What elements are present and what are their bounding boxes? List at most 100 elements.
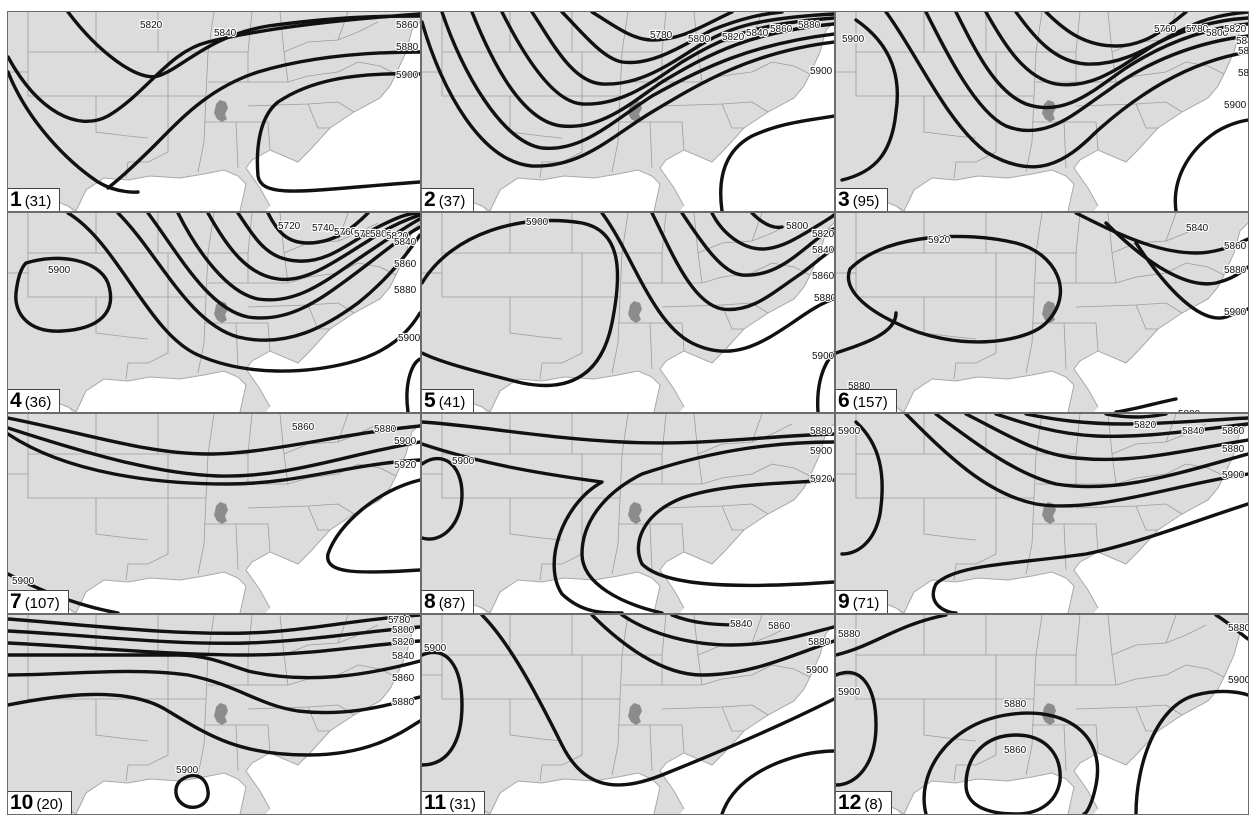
panel-count: (41) <box>438 394 466 411</box>
contour-value-label: 5860 <box>812 271 834 282</box>
height-contour-line <box>1134 689 1248 814</box>
map-panel-9: 5900 5820 5840 5860 5880 5900 9 (71) <box>835 413 1249 614</box>
panel-label: 3 (95) <box>836 188 889 211</box>
height-contour-line <box>8 669 420 715</box>
panel-count: (157) <box>852 394 888 411</box>
panel-count: (71) <box>852 595 880 612</box>
map-1: 5820 5840 5860 5880 5900 <box>8 12 420 211</box>
panel-number: 1 <box>10 188 22 211</box>
composite-map-grid: 5820 5840 5860 5880 5900 1 (31) 5780 5800 5820 5… <box>7 11 1249 815</box>
height-contour-line <box>560 12 784 65</box>
height-contour-line <box>710 213 834 251</box>
contour-value-label: 5920 <box>394 460 417 471</box>
contour-value-label: 5780 <box>388 615 411 626</box>
height-contour-line <box>922 711 1100 814</box>
panel-number: 7 <box>10 590 22 613</box>
panel-number: 10 <box>10 791 34 814</box>
height-contour-line <box>8 416 420 456</box>
contour-value-label: 5900 <box>1228 675 1248 686</box>
height-contour-line <box>255 72 420 193</box>
height-contour-line <box>836 670 878 787</box>
height-contour-line <box>590 615 834 677</box>
panel-number: 9 <box>838 590 850 613</box>
contour-value-label: 5800 <box>786 221 809 232</box>
contour-value-label: 5900 <box>398 333 420 344</box>
contour-value-label: 5880 <box>396 42 419 53</box>
contour-value-label: 5760 <box>334 227 357 238</box>
contour-value-label: 5900 <box>452 456 475 467</box>
height-contour-line <box>236 213 420 263</box>
contour-value-label: 5900 <box>806 665 829 676</box>
panel-number: 4 <box>10 389 22 412</box>
panel-label: 1 (31) <box>8 188 61 211</box>
contour-value-label: 5900 <box>1222 470 1245 481</box>
contour-value-label: 5920 <box>928 235 951 246</box>
contour-value-label: 5900 <box>48 265 71 276</box>
height-contour-line <box>884 12 1248 169</box>
panel-count: (87) <box>438 595 466 612</box>
height-contour-line <box>422 420 834 445</box>
panel-label: 5 (41) <box>422 389 475 412</box>
height-contour-line <box>954 12 1248 110</box>
contour-value-label: 5880 <box>1228 623 1248 634</box>
contour-value-label: 5840 <box>730 619 753 630</box>
panel-count: (20) <box>36 796 64 813</box>
panel-number: 5 <box>424 389 436 412</box>
map-8: 5900 5880 5900 5920 <box>422 414 834 613</box>
height-contour-line <box>1044 12 1188 48</box>
map-panel-4: 5900 5720 5740 5760 5780 5800 5820 5840 5860 5880… <box>7 212 421 413</box>
height-contour-line <box>422 442 624 613</box>
contour-value-label: 5820 <box>1134 420 1157 431</box>
height-contour-line <box>994 414 1248 438</box>
contour-value-label: 5860 <box>1238 46 1248 57</box>
panel-label: 8 (87) <box>422 590 475 613</box>
panel-count: (107) <box>24 595 60 612</box>
contour-value-label: 5880 <box>810 426 833 437</box>
map-2: 5780 5800 5820 5840 5860 5880 5900 <box>422 12 834 211</box>
height-contour-line <box>8 426 420 478</box>
height-contour-line <box>924 12 1248 133</box>
contour-value-label: 5880 <box>392 697 415 708</box>
height-contour-line <box>174 773 210 810</box>
contour-value-label: 5900 <box>526 217 549 228</box>
contour-value-label: 5820 <box>812 229 834 240</box>
contour-value-label: 5840 <box>394 237 417 248</box>
contour-value-label: 5880 <box>374 424 397 435</box>
contour-value-label: 5820 <box>722 32 745 43</box>
contour-value-label: 5860 <box>768 621 791 632</box>
contour-value-label: 5880 <box>798 20 821 31</box>
height-contour-line <box>964 733 1062 814</box>
panel-number: 12 <box>838 791 862 814</box>
panel-count: (36) <box>24 394 52 411</box>
height-contour-line <box>266 213 370 245</box>
height-contour-line <box>620 615 834 647</box>
map-panel-1: 5820 5840 5860 5880 5900 1 (31) <box>7 11 421 212</box>
height-contour-line <box>500 12 834 106</box>
map-panel-2: 5780 5800 5820 5840 5860 5880 5900 2 (37) <box>421 11 835 212</box>
height-contour-line <box>600 213 834 353</box>
panel-number: 8 <box>424 590 436 613</box>
contour-value-label: 5900 <box>424 643 447 654</box>
panel-number: 3 <box>838 188 850 211</box>
panel-label: 11 (31) <box>422 791 485 814</box>
contour-value-label: 5900 <box>396 70 419 81</box>
height-contour-line <box>1014 12 1248 66</box>
panel-label: 6 (157) <box>836 389 897 412</box>
panel-count: (95) <box>852 193 880 210</box>
height-contour-line <box>1173 118 1248 211</box>
contour-value-label: 5780 <box>354 229 377 240</box>
panel-label: 9 (71) <box>836 590 889 613</box>
contour-value-label: 5860 <box>394 259 417 270</box>
contour-value-label: 5880 <box>808 637 831 648</box>
height-contour-line <box>904 414 1248 508</box>
height-contour-line <box>1214 615 1248 641</box>
panel-count: (37) <box>438 193 466 210</box>
panel-label: 7 (107) <box>8 590 69 613</box>
panel-number: 11 <box>424 791 447 814</box>
contour-value-label: 5900 <box>1224 100 1247 111</box>
contour-value-label: 5840 <box>812 245 834 256</box>
